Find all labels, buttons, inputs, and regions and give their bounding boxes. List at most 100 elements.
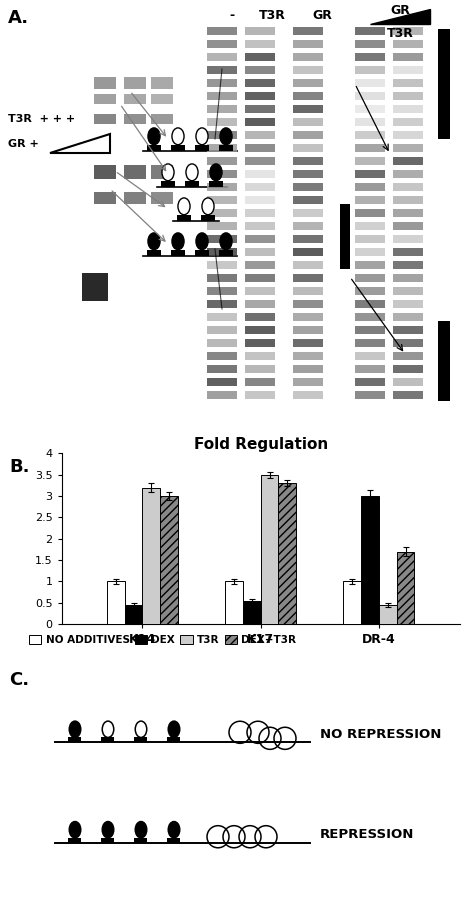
Bar	[293, 261, 323, 269]
Bar	[245, 300, 275, 308]
Bar	[185, 180, 199, 187]
Ellipse shape	[135, 721, 147, 737]
Bar	[207, 222, 237, 230]
Bar	[142, 488, 160, 624]
Bar	[245, 274, 275, 282]
Bar	[393, 40, 423, 48]
Bar	[245, 131, 275, 139]
Bar	[393, 300, 423, 308]
Text: GR +: GR +	[8, 139, 39, 149]
Bar	[293, 27, 323, 35]
Bar	[245, 170, 275, 178]
Bar	[245, 235, 275, 243]
Bar	[344, 582, 361, 624]
Bar	[135, 838, 147, 842]
Bar	[245, 92, 275, 100]
Bar	[355, 131, 385, 139]
Ellipse shape	[196, 128, 208, 145]
Bar	[293, 183, 323, 191]
Bar	[355, 105, 385, 113]
Bar	[293, 222, 323, 230]
Bar	[393, 105, 423, 113]
Bar	[293, 79, 323, 87]
Bar	[245, 222, 275, 230]
Text: C.: C.	[9, 671, 29, 689]
Bar	[147, 250, 161, 256]
Bar	[94, 114, 116, 124]
Bar	[82, 273, 108, 301]
Bar	[393, 157, 423, 165]
Bar	[355, 391, 385, 399]
Bar	[293, 92, 323, 100]
Bar	[355, 209, 385, 217]
Bar	[293, 144, 323, 152]
Ellipse shape	[178, 198, 190, 215]
Bar	[207, 261, 237, 269]
Bar	[207, 40, 237, 48]
Bar	[438, 29, 450, 139]
Bar	[172, 145, 184, 151]
Bar	[355, 300, 385, 308]
Bar	[355, 92, 385, 100]
Bar	[245, 118, 275, 126]
Bar	[207, 352, 237, 360]
Text: T3R  + + +: T3R + + +	[8, 114, 75, 124]
Bar	[340, 204, 350, 269]
Bar	[151, 165, 173, 179]
Bar	[245, 144, 275, 152]
Bar	[101, 737, 115, 743]
Bar	[207, 339, 237, 347]
Bar	[207, 287, 237, 295]
Text: B.: B.	[9, 458, 30, 476]
Ellipse shape	[210, 164, 222, 180]
Ellipse shape	[172, 128, 184, 145]
Ellipse shape	[69, 721, 81, 737]
Bar	[207, 300, 237, 308]
Bar	[245, 261, 275, 269]
Bar	[124, 114, 146, 124]
Bar	[207, 391, 237, 399]
Ellipse shape	[220, 233, 232, 250]
Bar	[393, 313, 423, 321]
Bar	[293, 66, 323, 74]
Bar	[107, 582, 125, 624]
Bar	[245, 248, 275, 256]
Ellipse shape	[102, 721, 114, 737]
Bar	[151, 192, 173, 204]
Bar	[355, 326, 385, 334]
Legend: NO ADDITIVES, DEX, T3R, DEX+T3R: NO ADDITIVES, DEX, T3R, DEX+T3R	[29, 635, 296, 646]
Bar	[172, 250, 184, 256]
Ellipse shape	[196, 233, 208, 250]
Bar	[207, 248, 237, 256]
Bar	[167, 737, 181, 743]
Bar	[293, 40, 323, 48]
Bar	[355, 157, 385, 165]
Bar	[210, 180, 223, 187]
Bar	[355, 339, 385, 347]
Bar	[293, 391, 323, 399]
Bar	[245, 196, 275, 204]
Bar	[393, 352, 423, 360]
Bar	[245, 40, 275, 48]
Bar	[393, 391, 423, 399]
Bar	[207, 27, 237, 35]
Bar	[162, 180, 174, 187]
Bar	[135, 737, 147, 743]
Bar	[355, 118, 385, 126]
Bar	[207, 378, 237, 386]
Bar	[293, 118, 323, 126]
Bar	[293, 157, 323, 165]
Text: GR: GR	[312, 9, 332, 22]
Bar	[245, 365, 275, 373]
Bar	[245, 105, 275, 113]
Ellipse shape	[69, 822, 81, 838]
Bar	[293, 105, 323, 113]
Bar	[101, 838, 115, 842]
Bar	[207, 53, 237, 61]
Bar	[355, 287, 385, 295]
Bar	[393, 66, 423, 74]
Bar	[293, 196, 323, 204]
Bar	[293, 378, 323, 386]
Bar	[393, 92, 423, 100]
Bar	[124, 165, 146, 179]
